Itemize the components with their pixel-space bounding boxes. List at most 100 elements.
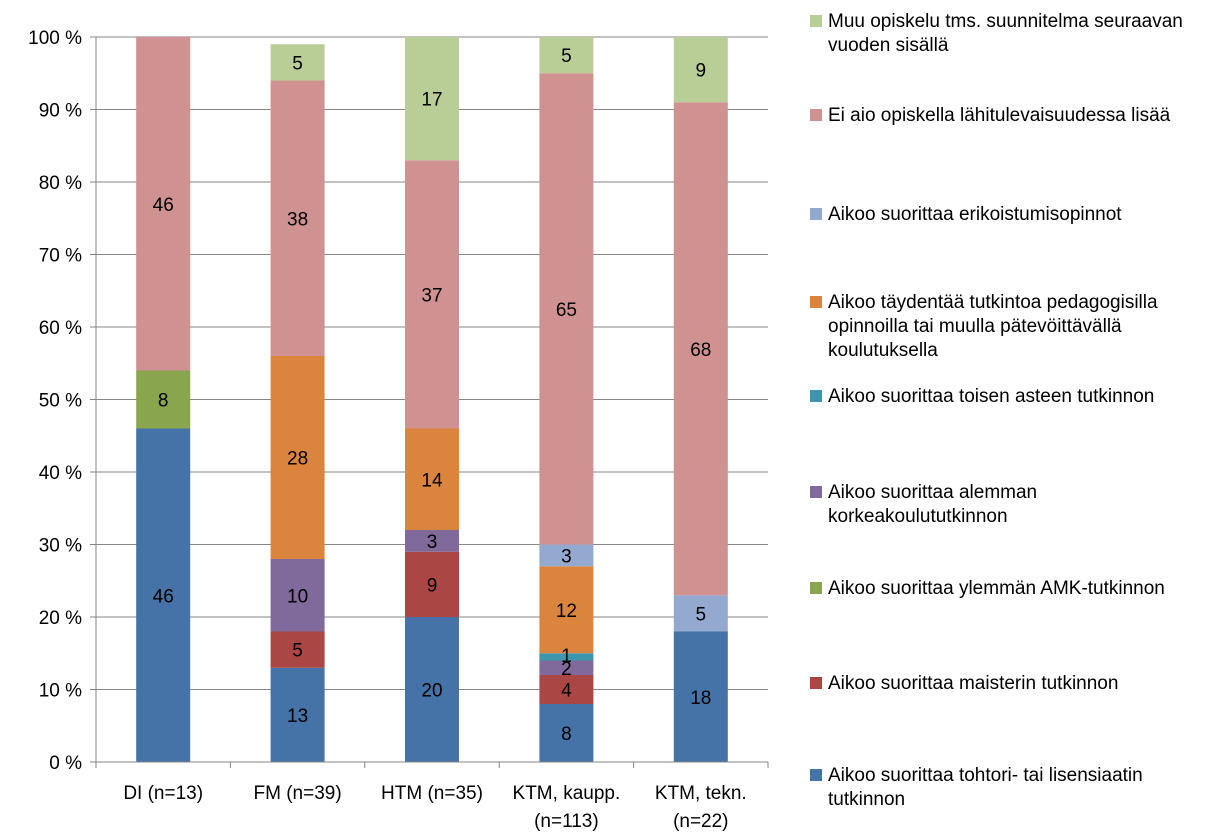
y-tick-label: 10 %	[39, 681, 82, 702]
bar-segment	[405, 428, 459, 530]
legend-label: Aikoo suorittaa toisen asteen tutkinnon	[828, 386, 1155, 407]
y-tick-label: 30 %	[39, 536, 82, 557]
bar-segment	[673, 102, 728, 596]
bar-segment	[539, 73, 594, 545]
y-tick-label: 60 %	[39, 318, 82, 339]
bar-segment	[270, 667, 325, 762]
legend-label: Aikoo suorittaa erikoistumisopinnot	[828, 204, 1122, 225]
data-label: 17	[421, 90, 442, 111]
data-label: 8	[561, 724, 572, 745]
data-label: 10	[287, 586, 308, 607]
bar-segment	[539, 704, 594, 762]
legend-item: Aikoo suorittaa erikoistumisopinnot	[810, 203, 1220, 227]
y-tick-label: 50 %	[39, 391, 82, 412]
legend-item: Ei aio opiskella lähitulevaisuudessa lis…	[810, 104, 1220, 128]
data-label: 3	[561, 546, 572, 567]
legend-label: Aikoo suorittaa maisterin tutkinnon	[828, 673, 1119, 694]
legend-label: Aikoo suorittaa tohtori- tai lisensiaati…	[828, 765, 1143, 810]
segment-data-labels: 46 8 46 13 5 10 28 38 5 20 9 3 14 37 17 8 421 12 3 65 5 18 5 68…	[153, 46, 712, 745]
bar-segment	[270, 631, 325, 668]
bar-segment	[270, 80, 325, 356]
data-label: 1	[561, 646, 572, 667]
x-axis-category-labels: DI (n=13) FM (n=39) HTM (n=35) KTM, kaupp. (…	[123, 783, 746, 832]
y-tick-label: 70 %	[39, 246, 82, 267]
bar-segment	[539, 544, 594, 567]
x-category-label: (n=22)	[673, 811, 728, 832]
y-tick-label: 0 %	[49, 753, 82, 774]
y-axis-tick-labels: 0 % 10 % 20 % 30 % 40 % 50 % 60 % 70 % 80 % 90 % 1…	[28, 28, 82, 774]
axes	[90, 36, 769, 768]
data-label: 13	[287, 706, 308, 727]
legend-item: Aikoo suorittaa tohtori- tai lisensiaati…	[810, 764, 1220, 812]
legend-item: Aikoo suorittaa maisterin tutkinnon	[810, 672, 1220, 696]
bar-segment	[539, 660, 594, 675]
x-category-label: KTM, kaupp.	[513, 783, 621, 804]
x-category-label: FM (n=39)	[254, 783, 342, 804]
legend-swatch	[810, 769, 822, 781]
y-tick-label: 40 %	[39, 463, 82, 484]
bar-segment	[270, 356, 325, 559]
bars	[136, 37, 728, 762]
stacked-bar-chart: 0 % 10 % 20 % 30 % 40 % 50 % 60 % 70 % 80 % 90 % 1…	[28, 28, 769, 832]
x-category-label: (n=113)	[534, 811, 599, 832]
data-label: 20	[421, 681, 442, 702]
bar-segment	[539, 653, 594, 661]
data-label: 5	[561, 46, 572, 67]
data-label: 5	[292, 641, 303, 662]
x-category-label: KTM, tekn.	[655, 783, 747, 804]
bar-segment	[136, 370, 191, 429]
bar-segment	[539, 675, 594, 704]
legend-swatch	[810, 677, 822, 689]
bar-segment	[539, 37, 594, 74]
x-category-label: HTM (n=35)	[381, 783, 483, 804]
bar-segment	[405, 37, 459, 161]
data-label: 3	[427, 532, 438, 553]
y-tick-label: 90 %	[39, 101, 82, 122]
legend-swatch	[810, 15, 822, 27]
data-label: 28	[287, 449, 308, 470]
legend-item: Aikoo suorittaa alemman korkeakoulututki…	[810, 481, 1220, 529]
legend-label: Aikoo suorittaa ylemmän AMK-tutkinnon	[828, 578, 1165, 599]
data-label: 46	[153, 586, 174, 607]
bar-segment	[270, 44, 325, 81]
data-label: 5	[292, 53, 303, 74]
data-label: 2	[561, 659, 572, 680]
legend-label: Muu opiskelu tms. suunnitelma seuraavan …	[828, 11, 1183, 56]
y-tick-label: 80 %	[39, 173, 82, 194]
data-label: 18	[690, 688, 711, 709]
bar-segment	[136, 428, 191, 762]
bar-segment	[673, 631, 728, 762]
data-label: 9	[696, 61, 707, 82]
data-label: 8	[158, 391, 169, 412]
data-label: 68	[690, 340, 711, 361]
bar-segment	[405, 551, 459, 617]
bar-segment	[405, 160, 459, 429]
legend-label: Aikoo täydentää tutkintoa pedagogisilla …	[828, 292, 1158, 361]
data-label: 38	[287, 209, 308, 230]
legend-swatch	[810, 390, 822, 402]
x-category-label: DI (n=13)	[123, 783, 203, 804]
data-label: 65	[556, 300, 577, 321]
data-label: 12	[556, 601, 577, 622]
legend-swatch	[810, 486, 822, 498]
bar-segment	[270, 559, 325, 632]
data-label: 5	[696, 604, 707, 625]
legend-label: Ei aio opiskella lähitulevaisuudessa lis…	[828, 105, 1171, 126]
legend-swatch	[810, 296, 822, 308]
bar-segment	[539, 566, 594, 654]
bar-segment	[136, 37, 191, 371]
legend-item: Aikoo täydentää tutkintoa pedagogisilla …	[810, 291, 1220, 363]
legend-item: Aikoo suorittaa ylemmän AMK-tutkinnon	[810, 577, 1220, 601]
data-label: 14	[421, 470, 443, 491]
legend-swatch	[810, 109, 822, 121]
data-label: 4	[561, 681, 572, 702]
data-label: 9	[427, 575, 438, 596]
legend-swatch	[810, 582, 822, 594]
bar-segment	[405, 617, 459, 762]
bar-segment	[673, 37, 728, 103]
legend-item: Muu opiskelu tms. suunnitelma seuraavan …	[810, 10, 1220, 58]
data-label: 46	[153, 195, 174, 216]
legend-label: Aikoo suorittaa alemman korkeakoulututki…	[828, 482, 1038, 527]
bar-segment	[673, 595, 728, 632]
bar-segment	[405, 530, 459, 552]
